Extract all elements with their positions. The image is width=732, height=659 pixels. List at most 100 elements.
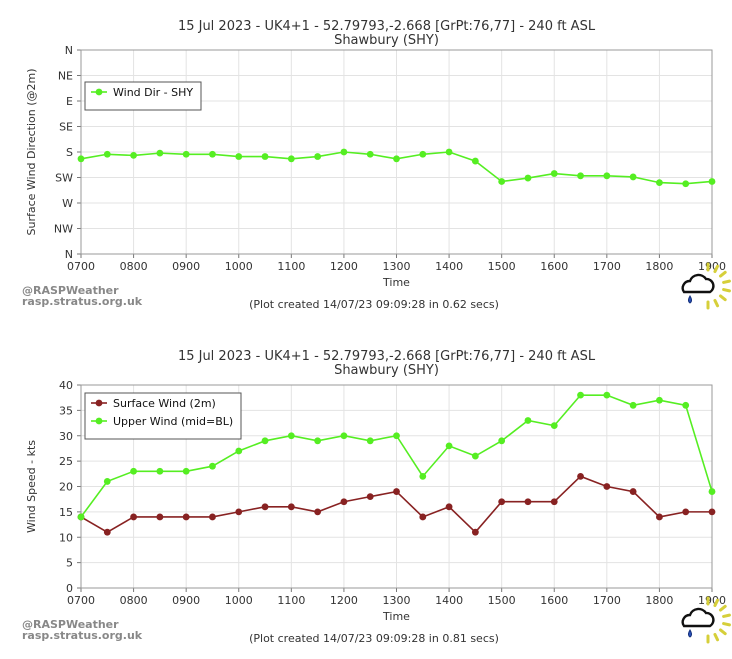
x-tick-label: 1300 <box>383 260 411 273</box>
x-tick-label: 1200 <box>330 260 358 273</box>
data-point <box>314 437 322 445</box>
y-tick-label: 20 <box>59 481 73 494</box>
data-point <box>366 493 374 501</box>
x-axis-label: Time <box>382 276 410 289</box>
data-point <box>156 513 164 521</box>
y-tick-label: W <box>62 197 73 210</box>
x-tick-label: 1600 <box>540 260 568 273</box>
data-point <box>524 174 532 182</box>
x-tick-label: 1900 <box>698 260 726 273</box>
x-tick-label: 1900 <box>698 594 726 607</box>
data-point <box>366 437 374 445</box>
data-point <box>498 498 506 506</box>
data-point <box>261 503 269 511</box>
data-point <box>682 180 690 188</box>
data-point <box>393 432 400 440</box>
y-tick-label: 30 <box>59 430 73 443</box>
plot-frame <box>80 384 713 589</box>
data-point <box>156 467 164 475</box>
y-tick-label: SE <box>59 121 73 134</box>
y-tick-label: S <box>66 146 73 159</box>
data-point <box>471 452 479 460</box>
data-point <box>130 152 137 159</box>
data-point <box>340 148 348 156</box>
data-point <box>366 150 374 158</box>
data-point <box>103 478 111 485</box>
y-tick-label: 5 <box>66 557 73 570</box>
data-point <box>340 432 348 440</box>
data-point <box>235 153 243 160</box>
data-point <box>419 472 427 480</box>
data-point <box>550 422 558 429</box>
x-tick-label: 1500 <box>488 260 516 273</box>
data-point <box>235 447 243 455</box>
data-point <box>524 498 532 506</box>
data-point <box>261 153 269 160</box>
data-point <box>656 179 663 187</box>
x-tick-label: 0700 <box>67 594 95 607</box>
legend-box <box>84 81 202 111</box>
data-point <box>550 498 558 506</box>
x-tick-label: 0800 <box>120 260 148 273</box>
chart-subtitle: Shawbury (SHY) <box>334 363 439 378</box>
data-point <box>445 503 453 511</box>
plot-created-note: (Plot created 14/07/23 09:09:28 in 0.62 … <box>249 298 499 311</box>
data-point <box>156 149 164 157</box>
data-point <box>708 508 716 516</box>
data-point <box>314 508 322 516</box>
legend-label: Surface Wind (2m) <box>113 397 216 410</box>
y-axis-label: Wind Speed - kts <box>25 440 38 533</box>
x-tick-label: 1400 <box>435 260 463 273</box>
data-point <box>182 513 190 521</box>
data-point <box>209 150 216 158</box>
x-tick-label: 0700 <box>67 260 95 273</box>
data-point <box>445 148 453 156</box>
x-tick-label: 0900 <box>172 594 200 607</box>
data-point <box>629 173 637 181</box>
y-tick-label: 10 <box>59 531 73 544</box>
data-point <box>498 178 506 185</box>
data-point <box>708 178 716 185</box>
data-point <box>77 155 85 163</box>
x-tick-label: 1000 <box>225 260 253 273</box>
legend: Surface Wind (2m) Upper Wind (mid=BL) <box>84 392 242 440</box>
legend-marker <box>95 88 103 96</box>
data-point <box>629 401 637 409</box>
y-tick-label: 40 <box>59 379 73 392</box>
data-point <box>498 437 506 445</box>
data-point <box>629 488 637 495</box>
data-point <box>182 467 190 475</box>
legend-marker <box>95 417 103 425</box>
chart-title: 15 Jul 2023 - UK4+1 - 52.79793,-2.668 [G… <box>178 349 596 364</box>
legend-label: Wind Dir - SHY <box>113 86 193 99</box>
data-point <box>287 503 295 511</box>
x-tick-label: 1700 <box>593 260 621 273</box>
y-tick-label: 0 <box>66 582 73 595</box>
data-point <box>682 401 690 409</box>
x-tick-label: 1800 <box>645 594 673 607</box>
data-point <box>550 170 558 177</box>
data-point <box>603 172 611 180</box>
data-point <box>77 513 85 521</box>
weather-logo-icon <box>681 262 731 310</box>
y-tick-label: 15 <box>59 506 73 519</box>
legend-box <box>84 392 242 440</box>
data-point <box>603 391 611 399</box>
data-point <box>287 432 295 440</box>
y-tick-label: N <box>65 248 73 261</box>
credit-site: rasp.stratus.org.uk <box>22 629 143 642</box>
data-point <box>577 172 584 180</box>
data-point <box>471 528 479 536</box>
series-2 <box>77 391 716 521</box>
x-tick-label: 1500 <box>488 594 516 607</box>
x-tick-label: 1100 <box>277 260 305 273</box>
data-point <box>287 155 295 163</box>
data-point <box>656 396 663 404</box>
data-point <box>577 472 584 480</box>
data-point <box>130 513 137 521</box>
chart-title: 15 Jul 2023 - UK4+1 - 52.79793,-2.668 [G… <box>178 19 596 34</box>
chart-2: 15 Jul 2023 - UK4+1 - 52.79793,-2.668 [G… <box>22 349 731 645</box>
data-point <box>393 155 400 163</box>
data-point <box>261 437 269 445</box>
